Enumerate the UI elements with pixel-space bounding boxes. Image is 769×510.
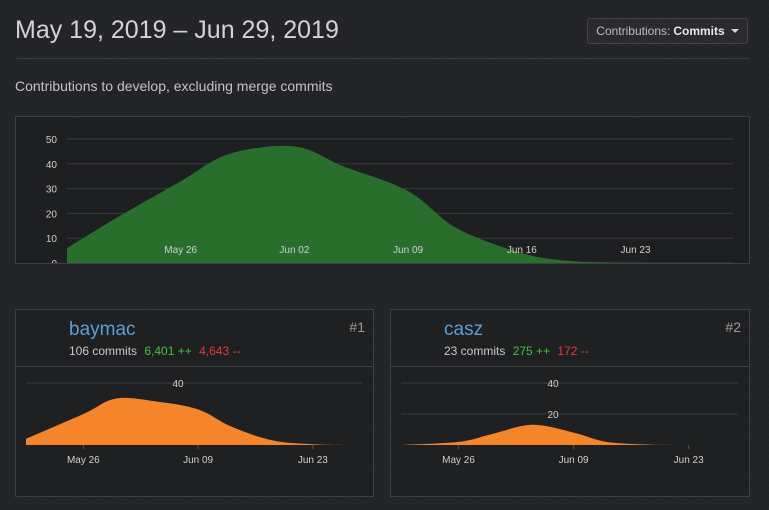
contributor-name-link[interactable]: casz [444, 319, 484, 340]
y-tick-label: 50 [46, 135, 58, 146]
main-contributions-chart[interactable]: 0 10 20 30 40 50 May 26 Jun 02 Jun 09 Jun 16 Jun 2… [16, 117, 749, 263]
y-tick-label: 0 [51, 259, 57, 263]
y-tick-label: 40 [172, 379, 184, 390]
y-tick-label: 30 [46, 185, 58, 196]
x-tick-label: Jun 09 [559, 455, 589, 466]
avatar-casz[interactable] [399, 318, 437, 356]
y-tick-label: 40 [547, 379, 559, 390]
x-tick-label: Jun 02 [279, 245, 309, 256]
y-tick-label: 40 [46, 160, 58, 171]
x-tick-label: Jun 16 [507, 245, 537, 256]
contributor-activity-chart[interactable]: 40 20 May 26 Jun 09 Jun 23 [391, 366, 749, 496]
y-tick-label: 20 [46, 209, 58, 220]
contribution-type-value: Commits [673, 24, 725, 38]
additions-count: 275 ++ [512, 344, 551, 358]
date-range-title: May 19, 2019 – Jun 29, 2019 [15, 16, 339, 44]
main-contributions-chart-panel: 0 10 20 30 40 50 May 26 Jun 02 Jun 09 Jun 16 Jun 2… [15, 116, 750, 264]
y-tick-label: 10 [46, 234, 58, 245]
y-tick-label: 20 [547, 410, 559, 421]
x-tick-label: Jun 09 [183, 455, 213, 466]
contributor-card-2: casz 23 commits 275 ++ 172 -- #2 40 20 May… [390, 309, 750, 497]
contributor-card-header: casz 23 commits 275 ++ 172 -- #2 [391, 310, 749, 367]
commit-count-link[interactable]: 23 commits [444, 344, 506, 358]
contributor-name-link[interactable]: baymac [69, 319, 136, 340]
contributor-stats: 23 commits 275 ++ 172 -- [444, 344, 589, 358]
avatar-baymac[interactable] [24, 318, 62, 356]
area-series [26, 397, 362, 445]
contributor-card-header: baymac 106 commits 6,401 ++ 4,643 -- #1 [16, 310, 373, 367]
header-divider [15, 58, 750, 59]
x-tick-label: May 26 [164, 245, 197, 256]
x-tick-label: Jun 23 [674, 455, 704, 466]
deletions-count: 172 -- [557, 344, 589, 358]
contributor-card-1: baymac 106 commits 6,401 ++ 4,643 -- #1 … [15, 309, 374, 497]
area-series [67, 145, 733, 263]
caret-down-icon [730, 29, 739, 33]
contributor-stats: 106 commits 6,401 ++ 4,643 -- [69, 344, 240, 358]
x-tick-label: May 26 [442, 455, 475, 466]
x-tick-label: May 26 [67, 455, 100, 466]
additions-count: 6,401 ++ [144, 344, 192, 358]
area-series [401, 424, 738, 446]
contributor-rank: #2 [725, 319, 741, 335]
contributor-rank: #1 [349, 319, 365, 335]
contributions-subtitle: Contributions to develop, excluding merg… [15, 78, 333, 94]
contributor-activity-chart[interactable]: 40 May 26 Jun 09 Jun 23 [16, 366, 373, 496]
x-tick-label: Jun 23 [621, 245, 651, 256]
contribution-type-prefix: Contributions: [596, 24, 671, 38]
x-tick-label: Jun 09 [393, 245, 423, 256]
x-tick-label: Jun 23 [298, 455, 328, 466]
contribution-type-dropdown[interactable]: Contributions: Commits [587, 18, 748, 44]
deletions-count: 4,643 -- [199, 344, 241, 358]
commit-count-link[interactable]: 106 commits [69, 344, 138, 358]
